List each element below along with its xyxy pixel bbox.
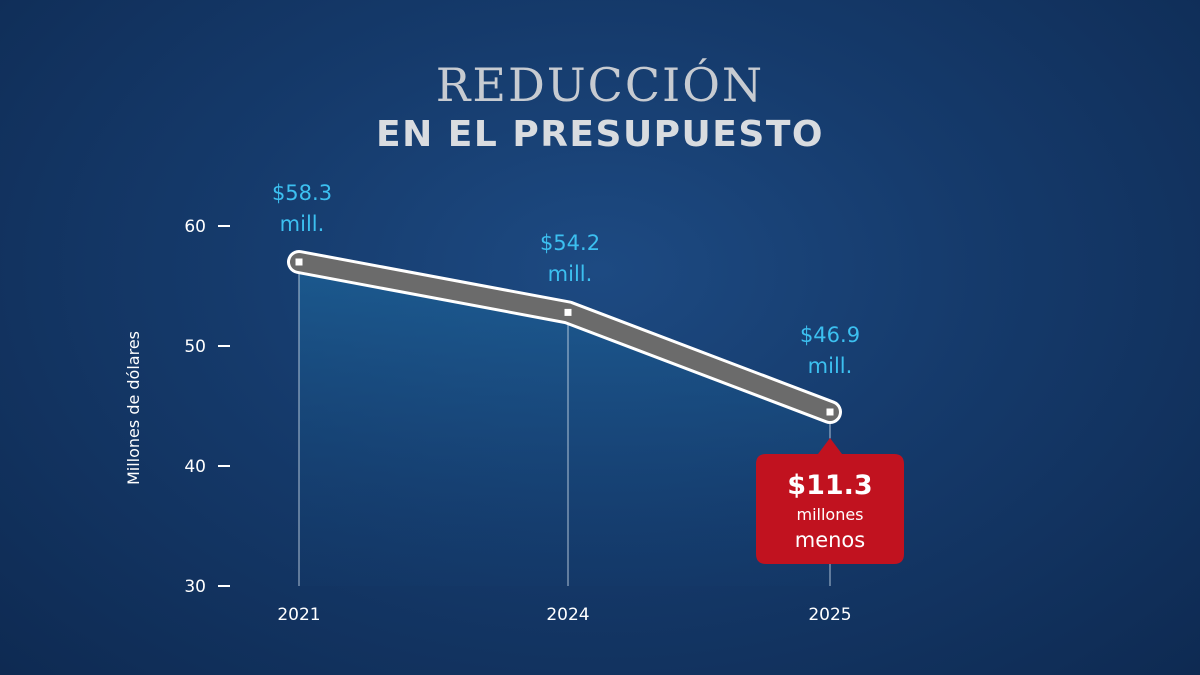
- x-tick-label-2024: 2024: [546, 605, 589, 625]
- callout-line2: millones: [796, 505, 863, 524]
- reduction-callout-box: [756, 438, 904, 564]
- area-fill: [299, 262, 830, 586]
- x-tick-label-2025: 2025: [808, 605, 851, 625]
- chart-title-line2: EN EL PRESUPUESTO: [376, 114, 824, 155]
- data-point-2024: [564, 308, 572, 316]
- value-label-unit-2024: mill.: [548, 262, 593, 286]
- data-point-2021: [295, 258, 303, 266]
- chart-title-line1: REDUCCIÓN: [435, 58, 765, 112]
- callout-amount: $11.3: [787, 470, 872, 501]
- y-tick-label-40: 40: [184, 457, 206, 477]
- y-tick-label-60: 60: [184, 217, 206, 237]
- data-point-2025: [826, 408, 834, 416]
- value-label-unit-2025: mill.: [808, 354, 853, 378]
- value-label-amount-2025: $46.9: [800, 323, 860, 347]
- value-label-amount-2021: $58.3: [272, 181, 332, 205]
- value-label-unit-2021: mill.: [280, 212, 325, 236]
- y-tick-label-50: 50: [184, 337, 206, 357]
- y-tick-label-30: 30: [184, 577, 206, 597]
- y-axis-label: Millones de dólares: [124, 331, 143, 485]
- callout-line3: menos: [795, 528, 865, 552]
- value-label-amount-2024: $54.2: [540, 231, 600, 255]
- x-tick-label-2021: 2021: [277, 605, 320, 625]
